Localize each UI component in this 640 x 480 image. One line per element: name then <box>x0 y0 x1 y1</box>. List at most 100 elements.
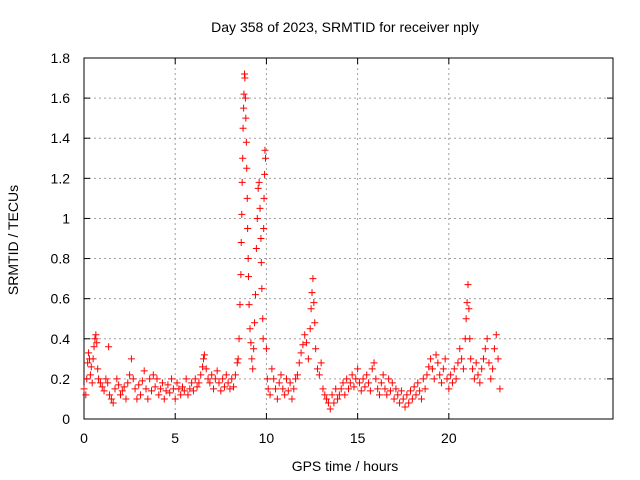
data-point <box>290 385 298 393</box>
data-point <box>363 371 371 379</box>
data-point <box>311 319 319 327</box>
data-point <box>93 339 101 347</box>
data-point <box>138 377 146 385</box>
data-point <box>494 355 502 363</box>
data-point <box>470 375 478 383</box>
data-point <box>189 387 197 395</box>
data-point <box>104 379 112 387</box>
data-point <box>237 271 245 279</box>
data-point <box>474 371 482 379</box>
data-point <box>118 387 126 395</box>
plot-frame <box>83 57 614 420</box>
data-point <box>91 335 99 343</box>
data-point <box>89 355 97 363</box>
data-point <box>350 383 358 391</box>
data-point <box>113 375 121 383</box>
data-point <box>270 375 278 383</box>
data-point <box>483 335 491 343</box>
data-point <box>299 341 307 349</box>
data-point <box>428 365 436 373</box>
data-point <box>421 385 429 393</box>
data-point <box>98 383 106 391</box>
data-point <box>496 385 504 393</box>
data-point <box>361 383 369 391</box>
y-tick-label: 1.4 <box>51 130 71 146</box>
data-point <box>436 371 444 379</box>
data-point <box>383 391 391 399</box>
data-point <box>454 359 462 367</box>
data-point <box>84 359 92 367</box>
data-point <box>173 379 181 387</box>
data-point <box>337 385 345 393</box>
data-point <box>96 379 104 387</box>
data-point <box>303 339 311 347</box>
data-point <box>238 210 246 218</box>
data-point <box>109 399 117 407</box>
data-point <box>417 395 425 403</box>
data-point <box>472 359 480 367</box>
data-point <box>370 359 378 367</box>
data-point <box>464 281 472 289</box>
data-point <box>458 355 466 363</box>
data-point <box>339 379 347 387</box>
data-point <box>248 355 256 363</box>
data-point <box>242 114 250 122</box>
data-point <box>412 391 420 399</box>
data-point <box>448 379 456 387</box>
data-point <box>240 90 248 98</box>
data-point <box>120 383 128 391</box>
data-point <box>235 335 243 343</box>
data-point <box>233 359 241 367</box>
data-point <box>140 367 148 375</box>
data-point <box>199 355 207 363</box>
data-point <box>374 385 382 393</box>
y-tick-label: 0.6 <box>51 291 71 307</box>
y-tick-label: 1.2 <box>51 170 71 186</box>
data-point <box>423 371 431 379</box>
data-point <box>142 385 150 393</box>
data-point <box>92 331 100 339</box>
data-point <box>95 375 103 383</box>
data-point <box>164 381 172 389</box>
data-point <box>127 355 135 363</box>
axes: 0 0.2 0.4 0.6 0.8 1 1.2 1.4 1.6 1.8 0 5 10 15 20 <box>51 50 613 446</box>
data-point <box>135 381 143 389</box>
data-point <box>177 391 185 399</box>
data-point <box>447 371 455 379</box>
data-point <box>129 375 137 383</box>
data-point <box>111 385 119 393</box>
data-point <box>162 387 170 395</box>
data-point <box>217 387 225 395</box>
data-point <box>105 343 113 351</box>
data-point <box>346 379 354 387</box>
data-point <box>326 405 334 413</box>
data-point <box>443 375 451 383</box>
data-point <box>239 124 247 132</box>
data-point <box>481 345 489 353</box>
data-point <box>275 379 283 387</box>
data-point <box>390 395 398 403</box>
data-point <box>419 375 427 383</box>
data-point <box>222 371 230 379</box>
grid-lines <box>84 58 613 419</box>
data-point <box>244 224 252 232</box>
data-point <box>467 355 475 363</box>
data-point <box>469 365 477 373</box>
data-point <box>323 395 331 403</box>
data-point <box>463 299 471 307</box>
data-point <box>386 387 394 395</box>
data-point <box>220 383 228 391</box>
y-tick-label: 1.6 <box>51 90 71 106</box>
data-point <box>354 365 362 373</box>
x-axis-title: GPS time / hours <box>292 458 399 474</box>
data-point <box>237 239 245 247</box>
data-point <box>254 184 262 192</box>
data-point <box>403 391 411 399</box>
data-point <box>86 371 94 379</box>
data-point <box>90 343 98 351</box>
data-point <box>243 164 251 172</box>
data-point <box>343 375 351 383</box>
data-point <box>253 214 261 222</box>
data-point <box>261 146 269 154</box>
data-point <box>381 385 389 393</box>
